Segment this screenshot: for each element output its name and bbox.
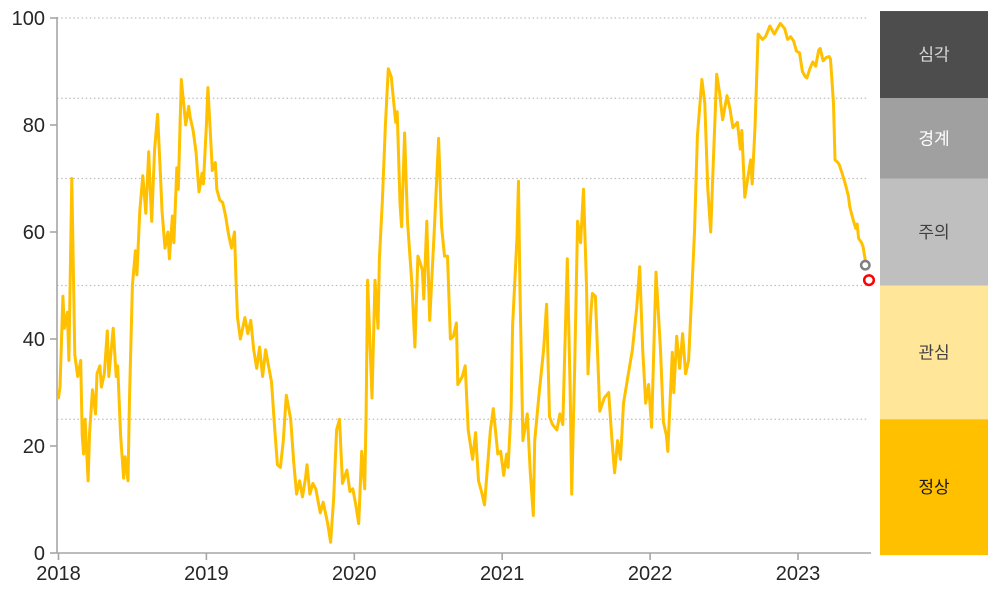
stage-band (880, 419, 988, 556)
x-axis-label: 2021 (480, 563, 525, 585)
x-axis-label: 2019 (184, 563, 229, 585)
y-axis-label: 0 (34, 543, 45, 565)
y-axis-label: 100 (12, 8, 45, 30)
stress-index-line (57, 21, 868, 544)
stage-band (880, 98, 988, 179)
stage-band-label: 주의 (918, 223, 949, 242)
y-axis-label: 20 (23, 436, 45, 458)
y-axis-label: 80 (23, 115, 45, 137)
stage-band (880, 178, 988, 286)
stage-band-label: 심각 (918, 46, 950, 65)
x-axis-label: 2023 (776, 563, 821, 585)
x-axis-label: 2022 (628, 563, 673, 585)
stage-band-label: 정상 (918, 478, 950, 497)
y-axis-label: 40 (23, 329, 45, 351)
x-axis-label: 2020 (332, 563, 377, 585)
stage-band (880, 11, 988, 99)
x-axis-label: 2018 (36, 563, 81, 585)
marker-previous-point (859, 259, 871, 271)
marker-latest-point (862, 274, 876, 287)
stage-band-label: 관심 (918, 343, 949, 362)
y-axis-label: 60 (23, 222, 45, 244)
stage-band (880, 285, 988, 420)
stage-band-label: 경계 (918, 129, 949, 148)
